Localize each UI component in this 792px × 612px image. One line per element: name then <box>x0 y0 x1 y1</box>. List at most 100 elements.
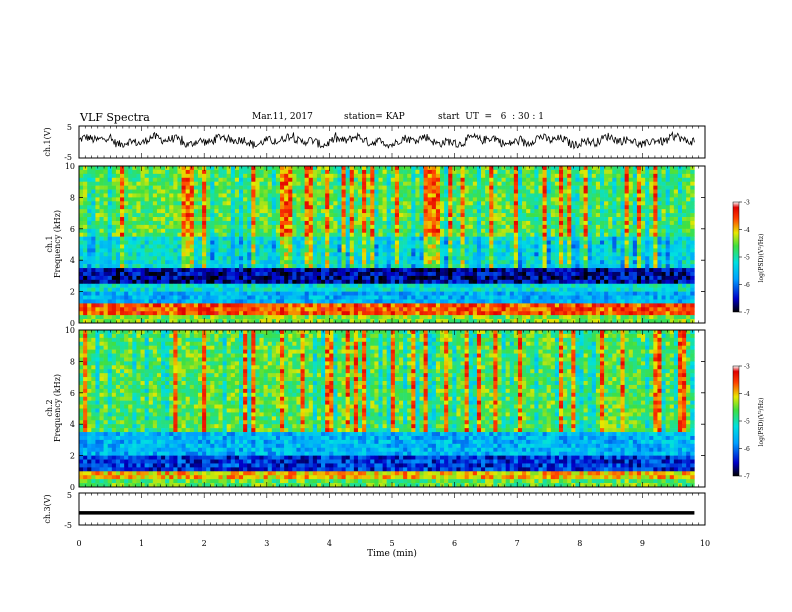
ch1-spec-cell <box>140 232 145 237</box>
ch1-spec-cell <box>312 177 318 182</box>
ch1-spec-cell <box>419 291 424 296</box>
ch1-spec-cell <box>677 240 683 245</box>
ch1-spec-cell <box>497 173 502 179</box>
ch1-spec-cell <box>690 291 695 296</box>
ch1-spec-cell <box>222 205 227 210</box>
ch1-spec-cell <box>460 173 465 179</box>
ch1-spec-cell <box>608 264 613 269</box>
ch1-spec-cell <box>390 166 396 171</box>
ch1-spec-cell <box>612 260 617 265</box>
ch1-spec-cell <box>497 287 502 292</box>
ch1-spec-cell <box>148 193 154 198</box>
ch1-spec-cell <box>148 291 154 296</box>
ch1-spec-cell <box>403 173 408 179</box>
ch1-spec-cell <box>431 287 437 292</box>
ch1-spec-cell <box>267 189 273 194</box>
ch1-spec-cell <box>263 260 269 265</box>
ch1-spec-cell <box>267 260 273 265</box>
ch1-spec-cell <box>169 169 174 175</box>
ch1-spec-cell <box>485 209 490 214</box>
ch1-spec-cell <box>197 181 203 186</box>
ch1-spec-cell <box>115 213 121 218</box>
ch1-spec-cell <box>538 236 543 241</box>
ch1-spec-cell <box>485 197 490 202</box>
ch1-spec-cell <box>173 268 178 273</box>
ch1-spec-cell <box>251 252 256 257</box>
ch1-spec-cell <box>111 177 117 182</box>
ch1-spec-cell <box>591 256 597 261</box>
ch1-spec-cell <box>534 279 539 285</box>
ch1-spec-cell <box>550 275 556 281</box>
ch1-spec-cell <box>669 169 675 175</box>
ch1-spec-cell <box>353 224 359 230</box>
ch1-spec-cell <box>370 271 375 277</box>
ch1-spec-cell <box>79 197 84 202</box>
ch1-spec-cell <box>538 169 543 175</box>
ch1-spec-cell <box>509 185 515 190</box>
ch1-spec-cell <box>136 295 141 300</box>
ch1-spec-cell <box>189 268 195 273</box>
ch1-spec-cell <box>95 185 100 190</box>
ch1-spec-cell <box>280 283 285 288</box>
ch1-spec-cell <box>300 240 305 245</box>
ch1-spec-cell <box>321 240 326 245</box>
ch1-spec-cell <box>567 177 572 182</box>
ch1-spec-cell <box>255 244 260 249</box>
ch1-spec-cell <box>641 228 646 234</box>
ch1-spec-cell <box>444 271 449 277</box>
ch1-spec-cell <box>374 283 379 288</box>
ch1-spec-cell <box>251 185 256 190</box>
ch1-spec-cell <box>222 220 227 226</box>
ch1-spec-cell <box>546 177 552 182</box>
ch1-spec-cell <box>99 275 104 281</box>
ch1-spec-cell <box>624 271 630 277</box>
ch1-spec-cell <box>595 177 601 182</box>
ch1-spec-cell <box>238 201 244 206</box>
ch1-spec-cell <box>247 185 252 190</box>
ch1-spec-cell <box>197 240 203 245</box>
ch1-spec-cell <box>612 224 617 230</box>
ch1-spec-cell <box>144 260 150 265</box>
ch1-spec-cell <box>653 268 658 273</box>
ch1-spec-cell <box>505 173 511 179</box>
ch1-spec-cell <box>579 205 584 210</box>
ch1-spec-cell <box>608 244 613 249</box>
ch1-spec-cell <box>226 248 232 253</box>
ch1-spec-cell <box>632 177 638 182</box>
ch1-spec-cell <box>210 201 215 206</box>
ch1-spec-cell <box>534 264 539 269</box>
ch1-spec-cell <box>230 169 236 175</box>
ch1-spec-cell <box>636 228 642 234</box>
ch1-spec-cell <box>304 181 310 186</box>
ch1-spec-cell <box>686 228 691 234</box>
ch1-spec-cell <box>357 201 363 206</box>
ch1-spec-cell <box>641 236 646 241</box>
ch1-spec-cell <box>148 220 154 226</box>
ch1-spec-cell <box>333 213 338 218</box>
ch1-spec-cell <box>136 181 141 186</box>
ch1-spec-cell <box>604 201 609 206</box>
ch1-spec-cell <box>345 287 351 292</box>
ch1-spec-cell <box>579 197 584 202</box>
ch1-spec-cell <box>259 217 264 222</box>
ch1-spec-cell <box>411 248 416 253</box>
ch1-spec-cell <box>636 240 642 245</box>
ch1-spec-cell <box>181 189 186 194</box>
ch1-spec-cell <box>571 217 576 222</box>
ch1-spec-cell <box>263 228 269 234</box>
ch1-spec-cell <box>431 256 437 261</box>
ch1-spec-cell <box>636 264 642 269</box>
ch1-spec-cell <box>509 268 515 273</box>
ch1-spec-cell <box>210 181 215 186</box>
ch1-spec-cell <box>398 279 404 285</box>
ch1-spec-cell <box>600 185 605 190</box>
ch1-spec-cell <box>210 295 215 300</box>
ch1-spec-cell <box>604 252 609 257</box>
ch1-spec-cell <box>632 252 638 257</box>
ch1-spec-cell <box>645 268 650 273</box>
ch1-spec-cell <box>563 256 568 261</box>
ch1-spec-cell <box>173 287 178 292</box>
ch1-spec-cell <box>600 264 605 269</box>
ch1-spec-cell <box>653 181 658 186</box>
ch1-spec-cell <box>579 283 584 288</box>
